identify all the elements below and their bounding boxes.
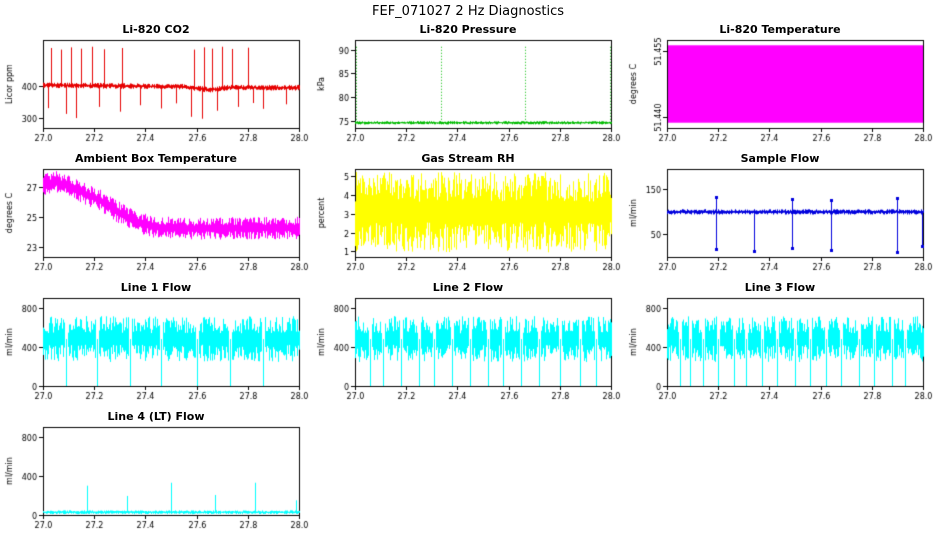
chart-canvas-li820-pressure	[315, 36, 621, 148]
chart-title: Li-820 Temperature	[719, 23, 841, 36]
chart-title: Ambient Box Temperature	[75, 152, 237, 165]
chart-canvas-line4-lt-flow	[3, 423, 309, 535]
chart-title: Sample Flow	[740, 152, 820, 165]
chart-canvas-line1-flow	[3, 294, 309, 406]
chart-cell-li820-co2: Li-820 CO2	[0, 22, 312, 151]
chart-title: Li-820 Pressure	[419, 23, 517, 36]
chart-canvas-line2-flow	[315, 294, 621, 406]
chart-title: Line 4 (LT) Flow	[107, 410, 205, 423]
chart-cell-line3-flow: Line 3 Flow	[624, 280, 936, 409]
chart-canvas-ambient-box-temperature	[3, 165, 309, 277]
chart-title: Li-820 CO2	[122, 23, 190, 36]
chart-cell-line4-lt-flow: Line 4 (LT) Flow	[0, 409, 312, 538]
chart-title: Line 2 Flow	[432, 281, 504, 294]
charts-grid: Li-820 CO2 Li-820 Pressure Li-820 Temper…	[0, 22, 936, 538]
chart-cell-line2-flow: Line 2 Flow	[312, 280, 624, 409]
chart-cell-ambient-box-temperature: Ambient Box Temperature	[0, 151, 312, 280]
chart-canvas-line3-flow	[627, 294, 933, 406]
chart-cell-sample-flow: Sample Flow	[624, 151, 936, 280]
chart-title: Line 3 Flow	[744, 281, 816, 294]
chart-cell-li820-temperature: Li-820 Temperature	[624, 22, 936, 151]
chart-title: Line 1 Flow	[120, 281, 192, 294]
chart-cell-gas-stream-rh: Gas Stream RH	[312, 151, 624, 280]
chart-title: Gas Stream RH	[421, 152, 515, 165]
figure-title: FEF_071027 2 Hz Diagnostics	[372, 4, 564, 19]
chart-canvas-gas-stream-rh	[315, 165, 621, 277]
chart-canvas-sample-flow	[627, 165, 933, 277]
chart-canvas-li820-temperature	[627, 36, 933, 148]
chart-cell-line1-flow: Line 1 Flow	[0, 280, 312, 409]
chart-canvas-li820-co2	[3, 36, 309, 148]
chart-cell-li820-pressure: Li-820 Pressure	[312, 22, 624, 151]
